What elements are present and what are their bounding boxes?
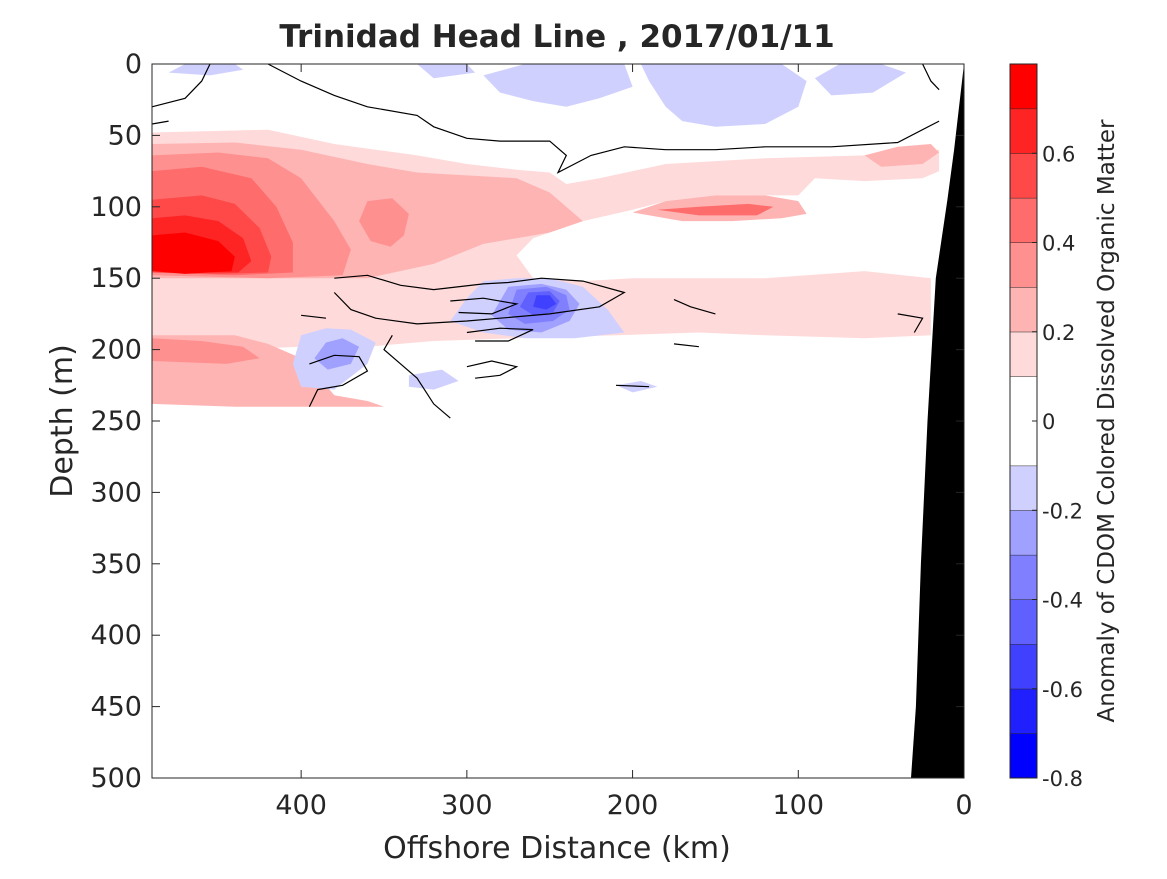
x-tick-label: 0 — [955, 790, 972, 821]
anomaly-region-26 — [533, 295, 557, 310]
zero-contour-line-1 — [267, 63, 940, 174]
anomaly-region-15 — [483, 64, 633, 107]
colorbar-swatch-6 — [1010, 465, 1037, 511]
anomaly-region-17 — [814, 64, 906, 96]
anomaly-region-23 — [314, 338, 360, 370]
colorbar-tick-label: -0.8 — [1042, 767, 1083, 791]
plot-area — [151, 63, 964, 778]
anomaly-region-4 — [864, 144, 940, 167]
zero-contour-line-10 — [615, 384, 650, 388]
colorbar-swatch-14 — [1010, 64, 1037, 109]
colorbar-swatch-1 — [1010, 688, 1037, 734]
colorbar-tick-label: 0.2 — [1042, 321, 1075, 345]
y-tick-label: 450 — [90, 692, 142, 723]
zero-contour-line-12 — [673, 299, 716, 315]
colorbar-tick-label: -0.4 — [1042, 589, 1083, 613]
zero-contour-line-8 — [383, 334, 451, 419]
x-axis-label: Offshore Distance (km) — [383, 831, 731, 866]
zero-contour-line-0 — [151, 63, 211, 108]
y-tick-label: 50 — [108, 120, 142, 151]
colorbar-swatch-2 — [1010, 644, 1037, 689]
anomaly-region-13 — [168, 64, 244, 76]
x-tick-label: 400 — [275, 790, 327, 821]
y-tick-label: 500 — [90, 763, 142, 794]
anomaly-region-14 — [417, 64, 476, 79]
zero-contour-line-5 — [450, 297, 519, 315]
colorbar: -0.8 -0.6 -0.4 -0.2 0 0.2 0.4 0.6 — [1009, 63, 1083, 791]
zero-contour-line-13 — [673, 343, 699, 348]
colorbar-swatch-10 — [1010, 242, 1037, 288]
anomaly-region-6 — [359, 198, 409, 247]
y-tick-label: 400 — [90, 620, 142, 651]
x-tick-label: 100 — [773, 790, 825, 821]
zero-contour-line-3 — [151, 120, 169, 125]
zero-contour-line-14 — [897, 313, 924, 333]
colorbar-tick-label: 0 — [1042, 410, 1055, 434]
y-tick-label: 200 — [90, 335, 142, 366]
colorbar-swatch-13 — [1010, 108, 1037, 154]
y-tick-label: 100 — [90, 192, 142, 223]
colorbar-swatch-9 — [1010, 287, 1037, 332]
chart-title: Trinidad Head Line , 2017/01/11 — [279, 19, 834, 55]
colorbar-tick-label: 0.4 — [1042, 232, 1075, 256]
y-tick-label: 300 — [90, 477, 142, 508]
colorbar-swatch-12 — [1010, 153, 1037, 198]
zero-contour-line-9 — [466, 360, 519, 379]
anomaly-region-9 — [657, 203, 774, 216]
colorbar-tick-label: 0.6 — [1042, 142, 1075, 166]
zero-contour-line-2 — [922, 63, 940, 91]
colorbar-tick-label: -0.6 — [1042, 678, 1083, 702]
colorbar-swatch-8 — [1010, 331, 1037, 377]
y-tick-label: 150 — [90, 263, 142, 294]
anomaly-region-16 — [640, 64, 807, 127]
zero-contour-line-11 — [301, 314, 327, 319]
colorbar-swatch-4 — [1010, 554, 1037, 600]
x-tick-label: 300 — [441, 790, 493, 821]
bathymetry-shelf — [911, 64, 964, 778]
y-tick-label: 350 — [90, 549, 142, 580]
colorbar-swatch-11 — [1010, 197, 1037, 243]
zero-contour-line-6 — [466, 327, 534, 342]
colorbar-swatch-3 — [1010, 599, 1037, 645]
colorbar-tick-label: -0.2 — [1042, 499, 1083, 523]
x-tick-label: 200 — [607, 790, 659, 821]
zero-contour-line-4 — [333, 274, 626, 325]
axes: 400 300 200 100 0 0 50 100 150 200 250 300 350 400 450… — [90, 49, 972, 821]
y-tick-label: 250 — [90, 406, 142, 437]
anomaly-region-7 — [152, 338, 260, 364]
colorbar-swatch-0 — [1010, 733, 1037, 778]
anomaly-region-12 — [152, 232, 235, 274]
y-tick-label: 0 — [125, 49, 142, 80]
y-axis-label: Depth (m) — [45, 344, 80, 498]
zero-contour-line-7 — [308, 354, 369, 407]
colorbar-swatch-5 — [1010, 510, 1037, 555]
colorbar-label: Anomaly of CDOM Colored Dissolved Organi… — [1094, 119, 1120, 722]
